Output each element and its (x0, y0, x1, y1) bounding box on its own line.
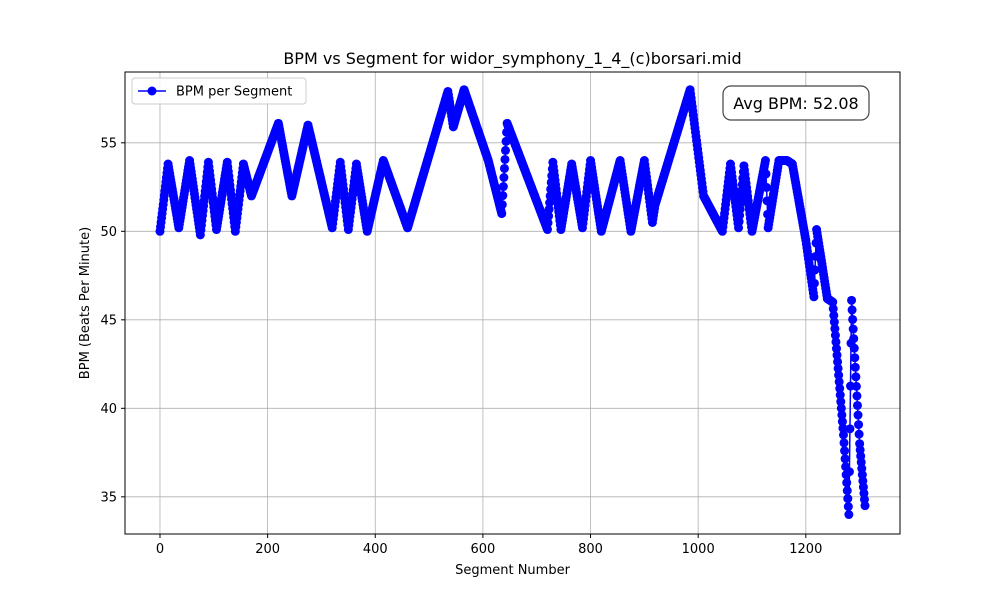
data-point (853, 410, 863, 420)
data-point (828, 297, 838, 307)
data-point (838, 430, 848, 440)
data-point (501, 136, 511, 146)
data-point (544, 211, 554, 221)
x-tick-label: 200 (255, 542, 280, 557)
data-point (834, 370, 844, 380)
data-point (851, 372, 861, 382)
data-point (831, 344, 841, 354)
data-point (847, 295, 857, 305)
data-point (854, 420, 864, 430)
y-tick-label: 45 (100, 313, 117, 328)
annotation-avg-bpm: Avg BPM: 52.08 (733, 94, 858, 113)
y-tick-label: 50 (100, 225, 117, 240)
data-point (834, 377, 844, 387)
legend: BPM per Segment (131, 77, 307, 105)
data-point (501, 145, 510, 155)
data-point (497, 200, 507, 210)
data-point (849, 343, 859, 353)
data-point (840, 446, 850, 456)
data-point (838, 423, 848, 433)
y-tick-label: 40 (100, 402, 117, 417)
data-point (762, 182, 772, 192)
data-point (837, 410, 847, 420)
x-tick-label: 1000 (682, 542, 715, 557)
data-point (842, 486, 852, 496)
y-axis-label: BPM (Beats Per Minute) (78, 227, 93, 379)
data-point (828, 304, 838, 314)
data-point (499, 163, 509, 173)
x-tick-label: 600 (470, 542, 495, 557)
data-point (848, 314, 858, 324)
y-tick-label: 55 (100, 136, 117, 151)
data-point (542, 225, 552, 235)
data-point (835, 383, 845, 393)
data-point (860, 501, 870, 511)
legend-box (131, 77, 307, 105)
data-point (844, 510, 854, 520)
data-point (845, 424, 855, 434)
data-point (843, 494, 853, 504)
data-point (847, 305, 857, 315)
data-point (500, 154, 510, 164)
data-point (830, 330, 840, 340)
x-tick-label: 0 (156, 542, 164, 557)
x-axis-label: Segment Number (455, 563, 571, 578)
x-tick-label: 400 (363, 542, 388, 557)
data-point (760, 156, 770, 166)
data-point (852, 400, 862, 410)
legend-entry-bpm-per-segment: BPM per Segment (176, 85, 292, 100)
data-point (545, 198, 555, 208)
data-point (831, 337, 841, 347)
data-point (844, 467, 854, 477)
data-point (833, 363, 843, 373)
data-point (833, 357, 843, 367)
data-point (832, 350, 842, 360)
plot-frame (124, 71, 901, 535)
data-point (851, 381, 861, 391)
data-point (849, 334, 859, 344)
data-point (498, 191, 508, 201)
data-point (850, 362, 860, 372)
data-point (836, 397, 846, 407)
data-point (843, 502, 853, 512)
x-tick-label: 1200 (789, 542, 822, 557)
data-point (810, 265, 820, 275)
data-point (829, 317, 839, 327)
data-point (842, 478, 852, 488)
data-point (854, 429, 864, 439)
data-point (848, 324, 858, 334)
axis-ticks: 0 200 400 600 800 1000 1200 35 40 45 50 55 (100, 136, 822, 557)
x-tick-label: 800 (578, 542, 603, 557)
data-point (498, 182, 508, 192)
data-point (499, 173, 509, 182)
chart-title: BPM vs Segment for widor_symphony_1_4_(c… (283, 49, 741, 69)
legend-marker-swatch (147, 86, 157, 96)
average-annotation: Avg BPM: 52.08 (722, 85, 870, 121)
data-point (852, 391, 862, 401)
data-point (850, 353, 860, 363)
data-point (497, 209, 507, 219)
y-tick-label: 35 (100, 490, 117, 505)
annotation-box (722, 85, 870, 121)
data-point (836, 403, 846, 413)
data-point (829, 310, 839, 320)
data-point (761, 169, 771, 179)
data-point (544, 204, 554, 214)
data-point (809, 292, 819, 302)
data-point (543, 218, 553, 228)
data-point (835, 390, 845, 400)
data-point (809, 278, 819, 288)
data-series (155, 85, 870, 520)
data-point (839, 438, 849, 448)
data-point (830, 324, 840, 334)
data-point (840, 454, 850, 464)
data-point (837, 417, 847, 427)
